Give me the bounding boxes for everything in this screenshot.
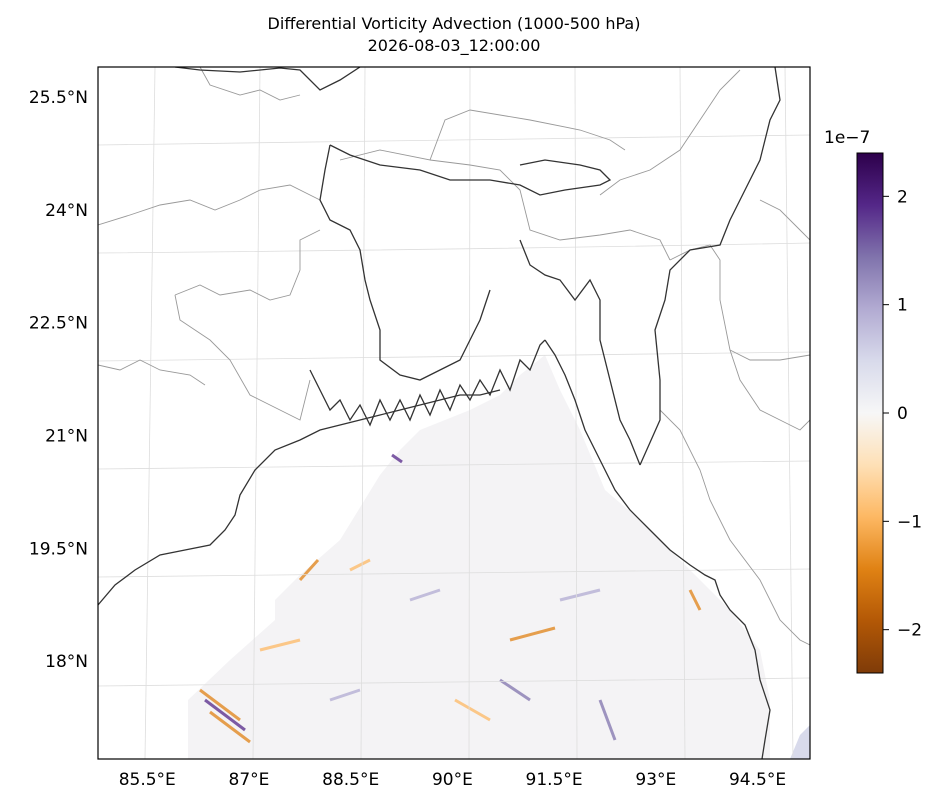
border-bangladesh-west [319,144,491,381]
chart-title: Differential Vorticity Advection (1000-5… [267,14,641,33]
colorbar-tick-label: −2 [897,621,922,641]
border-nepal-bhutan [174,67,361,91]
gridline-lon-94.5 [784,67,794,759]
border-bangladesh-north [329,144,612,196]
coastline-and-borders [98,67,781,759]
vorticity-anomaly-streak [559,588,601,602]
vorticity-anomaly-streak [598,699,617,741]
gridline-lon-91.5 [574,67,578,759]
lon-tick-label: 91.5°E [526,770,583,790]
lon-tick-label: 87°E [229,770,270,790]
coastline-bangladesh-myanmar [544,339,771,759]
vorticity-anomaly-streak [329,688,361,702]
colorbar-tick-label: 2 [897,187,908,207]
vorticity-anomaly-streak [688,589,702,611]
gridline-lon-93 [679,67,686,759]
vorticity-anomaly-streak [499,678,531,702]
gridline-lat-24 [98,242,810,254]
gridline-lon-90 [468,67,471,759]
map-frame [97,66,811,760]
gridline-lat-22.5 [98,351,810,362]
vorticity-field [188,355,810,759]
ocean-data-region [188,355,770,759]
lat-tick-label: 18°N [45,652,88,672]
vorticity-anomaly-streak [204,698,246,732]
lon-tick-label: 93°E [635,770,676,790]
vorticity-anomaly-streak [509,626,556,642]
colorbar-offset-label: 1e−7 [824,128,871,148]
border-myanmar-india [639,67,781,466]
gridline-lon-88.5 [360,67,366,759]
map-area [98,67,810,759]
vorticity-anomaly-streak [409,588,441,602]
lat-tick-label: 21°N [45,427,88,447]
vorticity-anomaly-streak [391,453,403,464]
gridline-lon-85.5 [144,67,156,759]
chart-subtitle: 2026-08-03_12:00:00 [367,36,541,55]
lat-tick-label: 24°N [45,201,88,221]
colorbar-gradient [856,152,884,674]
lat-tick-label: 25.5°N [29,88,88,108]
lon-tick-label: 88.5°E [322,770,379,790]
colorbar-ticks: 2 1 0 −1 −2 [883,187,922,641]
ocean-data-region-corner [790,725,810,759]
longitude-tick-labels: 85.5°E 87°E 88.5°E 90°E 91.5°E 93°E 94.5°E [119,770,786,790]
colorbar: 2 1 0 −1 −2 [856,152,922,674]
vorticity-anomaly-streak [298,558,320,582]
lon-tick-label: 94.5°E [729,770,786,790]
gridline-lat-18 [98,677,810,687]
border-bangladesh-east [519,239,641,466]
colorbar-tick-label: −1 [897,512,922,532]
vorticity-anomaly-streak [454,698,491,722]
gridline-lon-87 [252,67,261,759]
lon-tick-label: 90°E [432,770,473,790]
vorticity-anomaly-streak [199,688,241,722]
lat-tick-label: 19.5°N [29,539,88,559]
colorbar-tick-label: 0 [897,404,908,424]
gridline-lat-25.5 [98,134,810,146]
lat-tick-label: 22.5°N [29,314,88,334]
coastline-sundarbans [309,339,546,427]
state-borders [98,67,810,646]
colorbar-tick-label: 1 [897,296,908,316]
vorticity-anomaly-streak [349,558,371,572]
coastline-india-east [98,389,501,606]
latitude-tick-labels: 25.5°N 24°N 22.5°N 21°N 19.5°N 18°N [29,88,88,672]
vorticity-anomaly-streak [259,638,301,652]
vorticity-anomaly-streak [209,710,251,744]
lon-tick-label: 85.5°E [119,770,176,790]
